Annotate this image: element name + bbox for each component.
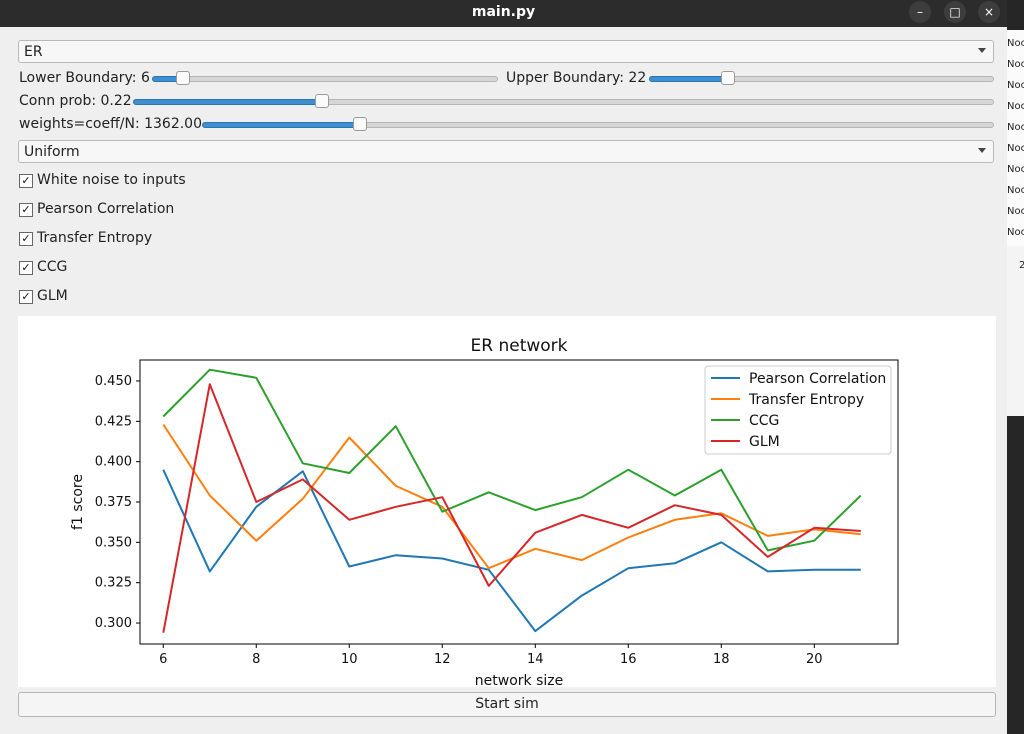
f1-score-chart: ER network 6 8 10 12 14 16 18 20 0.300 0.325 0.350…	[70, 336, 899, 689]
chart-legend: Pearson Correlation Transfer Entropy CCG GL…	[704, 365, 892, 455]
checkbox-label: GLM	[37, 288, 68, 304]
background-text: Noc	[1007, 206, 1024, 217]
slider-handle[interactable]	[176, 71, 190, 85]
network-type-value: ER	[24, 44, 43, 60]
minimize-button[interactable]: –	[909, 1, 931, 23]
slider-fill	[649, 76, 730, 82]
conn-prob-slider[interactable]	[133, 92, 994, 110]
checkbox-label: Transfer Entropy	[37, 230, 153, 246]
checkbox-label: White noise to inputs	[37, 172, 186, 188]
x-axis-label: network size	[475, 673, 563, 687]
x-tick-label: 16	[620, 652, 637, 667]
chevron-down-icon	[978, 148, 986, 153]
chart-title: ER network	[471, 336, 568, 356]
legend-label: Pearson Correlation	[749, 371, 886, 387]
slider-handle[interactable]	[353, 117, 367, 131]
lower-boundary-label: Lower Boundary: 6	[19, 70, 150, 86]
slider-handle[interactable]	[721, 71, 735, 85]
start-sim-button[interactable]: Start sim	[18, 692, 996, 717]
y-tick-label: 0.450	[95, 374, 132, 389]
x-tick-label: 8	[252, 652, 260, 667]
checkbox-check-icon[interactable]: ✓	[19, 290, 33, 304]
checkbox-check-icon[interactable]: ✓	[19, 261, 33, 275]
legend-label: Transfer Entropy	[748, 392, 864, 408]
x-tick-label: 12	[434, 652, 451, 667]
background-text: Noc	[1007, 101, 1024, 112]
series-line	[162, 383, 861, 633]
checkbox-check-icon[interactable]: ✓	[19, 174, 33, 188]
y-tick-label: 0.425	[95, 414, 132, 429]
plot-canvas: ER network 6 8 10 12 14 16 18 20 0.300 0.325 0.350…	[18, 316, 996, 689]
x-tick-label: 10	[341, 652, 358, 667]
x-tick-label: 14	[527, 652, 544, 667]
y-axis-label: f1 score	[70, 474, 86, 530]
y-tick-label: 0.400	[95, 455, 132, 470]
main-window: ER Lower Boundary: 6 Upper Boundary: 22 …	[0, 27, 1007, 734]
background-text: Noc	[1007, 143, 1024, 154]
conn-prob-label: Conn prob: 0.22	[19, 93, 132, 109]
checkbox-check-icon[interactable]: ✓	[19, 203, 33, 217]
background-text: Noc	[1007, 80, 1024, 91]
background-text: Noc	[1007, 227, 1024, 238]
legend-label: GLM	[749, 434, 780, 450]
slider-groove	[152, 76, 498, 82]
lower-boundary-slider[interactable]	[152, 69, 498, 87]
x-tick-label: 20	[806, 652, 823, 667]
background-text: Noc	[1007, 122, 1024, 133]
background-text: Noc	[1007, 164, 1024, 175]
distribution-select[interactable]: Uniform	[18, 140, 994, 163]
y-tick-label: 0.300	[95, 616, 132, 631]
background-text: Noc	[1007, 38, 1024, 49]
weights-slider[interactable]	[202, 115, 994, 133]
series-line	[162, 469, 861, 633]
legend-label: CCG	[749, 413, 779, 429]
checkbox-label: Pearson Correlation	[37, 201, 175, 217]
background-panel: Noc Noc Noc Noc Noc Noc Noc Noc Noc Noc	[1007, 30, 1024, 246]
upper-boundary-label: Upper Boundary: 22	[506, 70, 647, 86]
x-tick-label: 18	[713, 652, 730, 667]
axis-ticks: 6 8 10 12 14 16 18 20 0.300 0.325 0.350 0.375 0.400 0…	[95, 374, 823, 667]
network-type-select[interactable]: ER	[18, 40, 994, 63]
series-layer	[162, 368, 862, 633]
upper-boundary-slider[interactable]	[649, 69, 994, 87]
weights-label: weights=coeff/N: 1362.00	[19, 116, 202, 132]
background-text: Noc	[1007, 185, 1024, 196]
x-tick-label: 6	[159, 652, 167, 667]
background-lower-panel: 2	[1007, 246, 1024, 416]
background-text: 2	[1019, 260, 1024, 271]
background-window-strip: Noc Noc Noc Noc Noc Noc Noc Noc Noc Noc …	[1007, 0, 1024, 734]
y-tick-label: 0.325	[95, 576, 132, 591]
chevron-down-icon	[978, 48, 986, 53]
slider-handle[interactable]	[315, 94, 329, 108]
y-tick-label: 0.350	[95, 535, 132, 550]
background-text: Noc	[1007, 59, 1024, 70]
maximize-button[interactable]: □	[944, 1, 966, 23]
legend-box	[704, 365, 892, 455]
checkbox-check-icon[interactable]: ✓	[19, 232, 33, 246]
y-tick-label: 0.375	[95, 495, 132, 510]
window-title: main.py	[471, 4, 536, 20]
slider-fill	[133, 99, 324, 105]
series-line	[162, 368, 862, 552]
distribution-value: Uniform	[24, 144, 80, 160]
window-titlebar[interactable]: main.py – □ ×	[0, 0, 1007, 27]
close-button[interactable]: ×	[978, 1, 1000, 23]
checkbox-label: CCG	[37, 259, 68, 275]
slider-fill	[202, 122, 362, 128]
